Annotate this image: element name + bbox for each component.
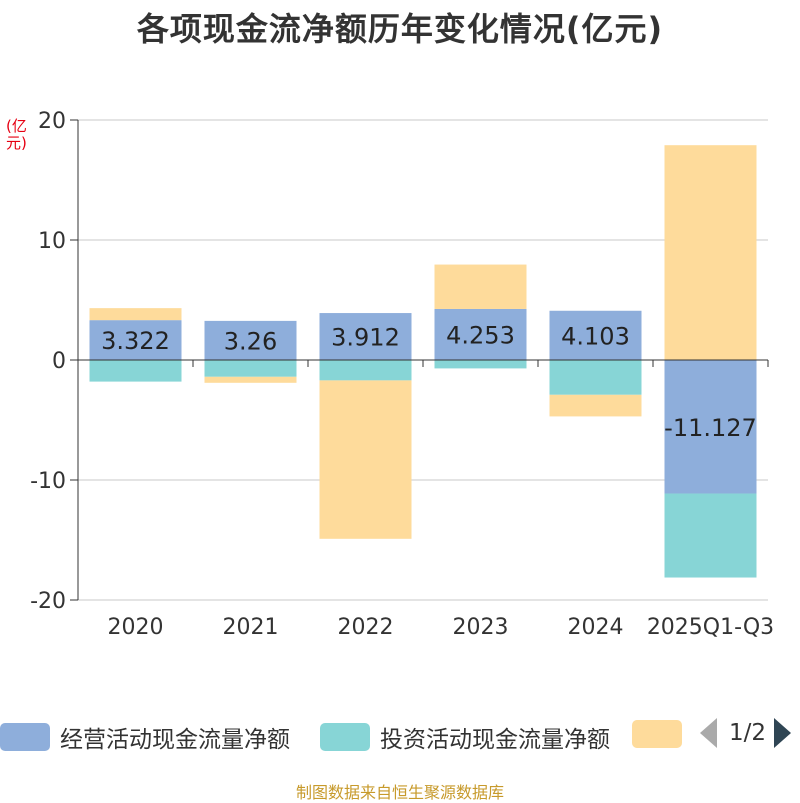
x-tick-label: 2022: [338, 615, 394, 640]
x-tick-label: 2021: [223, 615, 279, 640]
bar-series-1: [549, 360, 642, 395]
bar-series-0: [664, 360, 757, 494]
bar-series-2: [664, 145, 757, 360]
bar-series-1: [434, 360, 527, 369]
bar-series-2: [319, 380, 412, 539]
data-label: -11.127: [664, 414, 757, 442]
legend-next-page-icon[interactable]: [774, 718, 792, 748]
data-label: 4.253: [446, 321, 515, 349]
bar-series-1: [89, 360, 182, 382]
y-tick-label: 0: [52, 349, 66, 374]
legend-item-financing[interactable]: [632, 720, 682, 748]
axes: 20 10 0 -10 -20 2020 2021 2022 2023 2024 2025Q1-Q3: [30, 109, 774, 640]
legend-label-operating: 经营活动现金流量净额: [60, 727, 290, 753]
y-tick-label: -20: [30, 589, 66, 614]
legend-label-investing: 投资活动现金流量净额: [380, 727, 610, 753]
bar-series-2: [89, 308, 182, 321]
x-tick-label: 2023: [453, 615, 509, 640]
legend-item-operating[interactable]: 经营活动现金流量净额: [0, 720, 290, 754]
legend-swatch-financing: [632, 720, 682, 748]
data-source-note: 制图数据来自恒生聚源数据库: [295, 783, 504, 802]
bar-series-0: [319, 313, 412, 360]
y-tick-label: -10: [30, 469, 66, 494]
data-label: 4.103: [561, 322, 630, 350]
data-label: 3.26: [224, 327, 277, 355]
bar-series-2: [549, 394, 642, 417]
bar-series-1: [204, 360, 297, 377]
data-label: 3.322: [101, 327, 170, 355]
data-label: 3.912: [331, 324, 400, 352]
legend-swatch-operating: [0, 723, 50, 751]
bar-series-0: [549, 310, 642, 360]
bar-series-1: [664, 493, 757, 578]
bar-series-2: [204, 376, 297, 383]
bar-series-0: [89, 320, 182, 360]
bar-series-0: [434, 308, 527, 360]
data-labels: 3.322 3.26 3.912 4.253 4.103 -11.127: [101, 321, 757, 441]
legend-page-indicator: 1/2: [729, 720, 767, 746]
y-axis-unit-label: (亿元): [6, 117, 27, 152]
legend-item-investing[interactable]: 投资活动现金流量净额: [320, 720, 610, 754]
x-tick-label: 2024: [568, 615, 624, 640]
legend: 经营活动现金流量净额 投资活动现金流量净额 1/2: [0, 712, 800, 756]
legend-pager: 1/2: [700, 718, 792, 748]
gridlines: [78, 119, 768, 601]
bars: [89, 145, 757, 578]
legend-swatch-investing: [320, 723, 370, 751]
bar-series-0: [204, 320, 297, 360]
bar-series-2: [434, 264, 527, 309]
x-tick-label: 2020: [108, 615, 164, 640]
y-tick-label: 20: [38, 109, 66, 134]
x-tick-label: 2025Q1-Q3: [647, 615, 774, 640]
chart-title: 各项现金流净额历年变化情况(亿元): [136, 10, 664, 48]
y-tick-label: 10: [38, 229, 66, 254]
legend-prev-page-icon[interactable]: [700, 718, 717, 748]
bar-series-1: [319, 360, 412, 381]
